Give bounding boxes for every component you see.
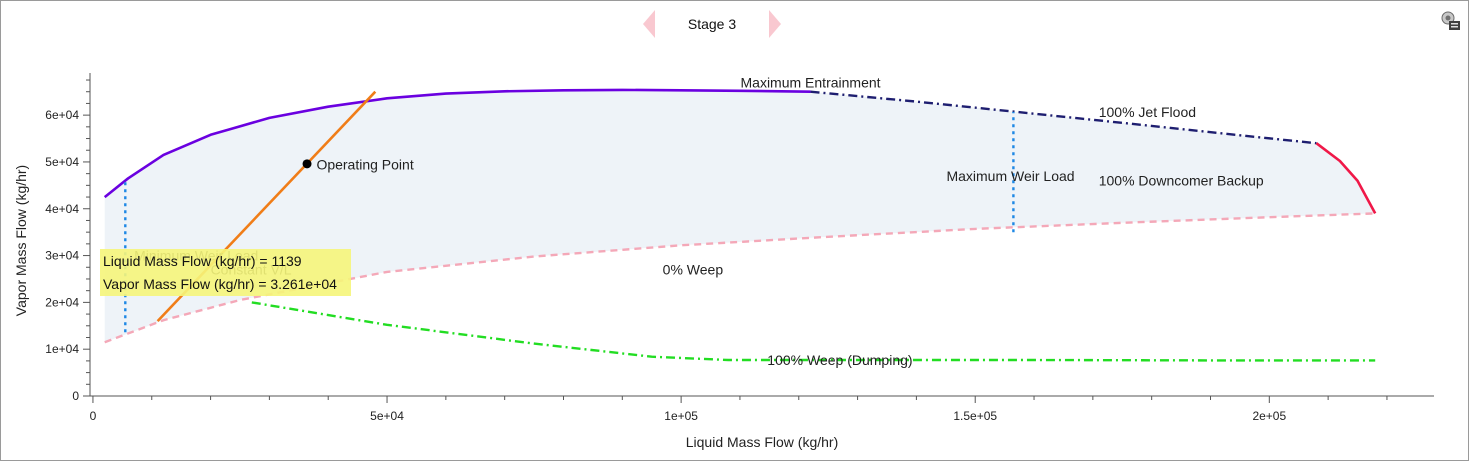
x-tick-label: 2e+05 — [1252, 409, 1286, 423]
y-tick-label: 6e+04 — [45, 108, 79, 122]
tooltip-liquid-flow: Liquid Mass Flow (kg/hr) = 1139 — [103, 253, 302, 269]
100pct-weep-dumping-line[interactable] — [251, 301, 1376, 362]
hover-tooltip: Liquid Mass Flow (kg/hr) = 1139 Vapor Ma… — [100, 249, 351, 296]
100pct-jet-flood-label: 100% Jet Flood — [1099, 104, 1196, 120]
y-tick-label: 3e+04 — [45, 249, 79, 263]
chevron-left-icon — [643, 10, 655, 38]
100pct-weep-dumping-label: 100% Weep (Dumping) — [767, 352, 912, 368]
100pct-downcomer-backup-label: 100% Downcomer Backup — [1099, 173, 1264, 189]
operating-region-fill — [104, 89, 1376, 343]
maximum-weir-load-label: Maximum Weir Load — [946, 168, 1074, 184]
chart-options-button[interactable] — [1440, 10, 1462, 32]
100pct-jet-flood-line[interactable] — [810, 90, 1317, 145]
tooltip-background — [100, 249, 351, 296]
x-axis-title: Liquid Mass Flow (kg/hr) — [686, 434, 839, 450]
operating-point-marker[interactable] — [302, 159, 312, 169]
x-tick-label: 5e+04 — [370, 409, 404, 423]
next-stage-button[interactable] — [767, 9, 783, 39]
y-tick-label: 0 — [72, 389, 79, 403]
100pct-downcomer-backup-line[interactable] — [1315, 142, 1377, 215]
x-tick-label: 1.5e+05 — [953, 409, 997, 423]
y-tick-label: 4e+04 — [45, 202, 79, 216]
x-tick-label: 0 — [90, 409, 97, 423]
stage-navigator: Stage 3 — [641, 9, 783, 39]
maximum-entrainment-label: Maximum Entrainment — [741, 74, 881, 90]
chart-options-icon — [1441, 11, 1460, 30]
maximum-entrainment-line[interactable] — [103, 88, 811, 199]
y-tick-label: 2e+04 — [45, 295, 79, 309]
0pct-weep-label: 0% Weep — [663, 262, 724, 278]
chevron-right-icon — [769, 10, 781, 38]
stage-label: Stage 3 — [687, 16, 737, 32]
operating-point-label: Operating Point — [316, 156, 413, 172]
y-axis-title: Vapor Mass Flow (kg/hr) — [13, 165, 29, 316]
y-tick-label: 5e+04 — [45, 155, 79, 169]
tooltip-vapor-flow: Vapor Mass Flow (kg/hr) = 3.261e+04 — [103, 276, 337, 292]
x-tick-label: 1e+05 — [664, 409, 698, 423]
prev-stage-button[interactable] — [641, 9, 657, 39]
y-tick-label: 1e+04 — [45, 342, 79, 356]
